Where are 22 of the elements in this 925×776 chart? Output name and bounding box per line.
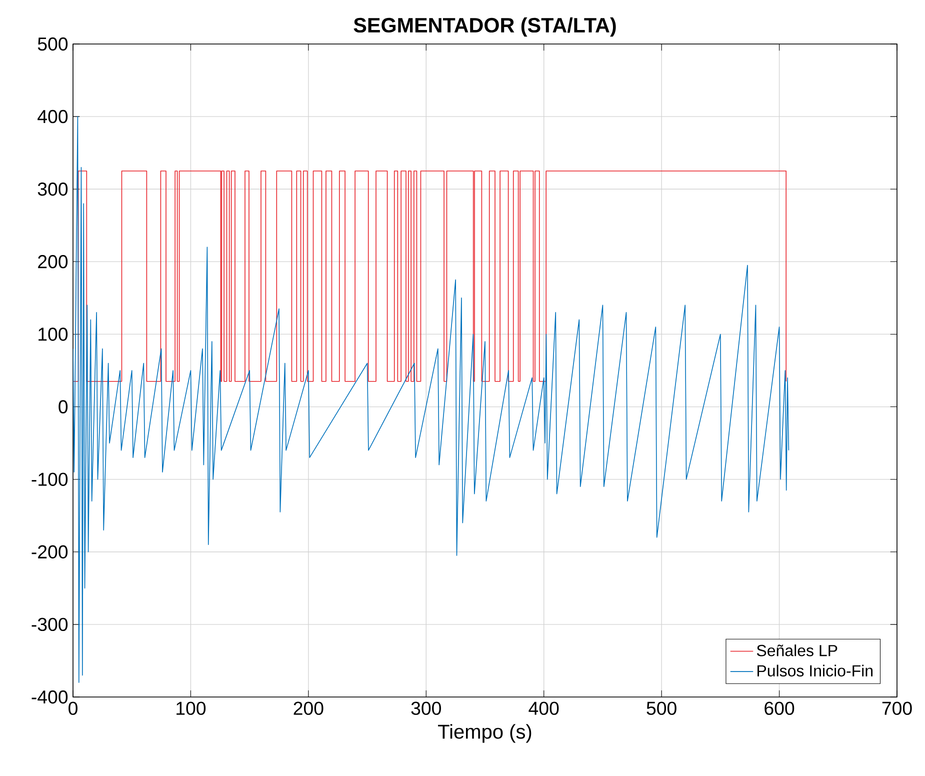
x-tick-label: 300 [411,702,441,715]
y-tick-label: 500 [38,37,68,51]
y-tick-label: 400 [38,110,68,124]
y-tick-label: 0 [58,400,68,414]
x-tick-label: 600 [764,702,794,715]
y-tick-label: 300 [38,182,68,196]
x-tick-label: 400 [528,702,559,715]
x-tick-label: 700 [882,702,912,715]
legend-label: Pulsos Inicio-Fin [758,664,873,676]
x-tick-label: 500 [646,702,676,715]
x-tick-label: 200 [294,702,324,715]
y-tick-label: 100 [38,328,68,341]
y-tick-label: -100 [32,472,68,486]
x-tick-label: 100 [176,702,206,715]
x-axis-title: Tiempo (s) [438,724,532,743]
legend-label: Señales LP [756,644,838,656]
x-tick-label: 0 [68,702,78,715]
chart-title: SEGMENTADOR (STA/LTA) [354,17,616,37]
y-tick-label: -300 [32,618,68,632]
y-tick-label: 200 [38,255,68,268]
y-tick-label: -400 [32,690,68,704]
y-tick-label: -200 [32,545,68,559]
